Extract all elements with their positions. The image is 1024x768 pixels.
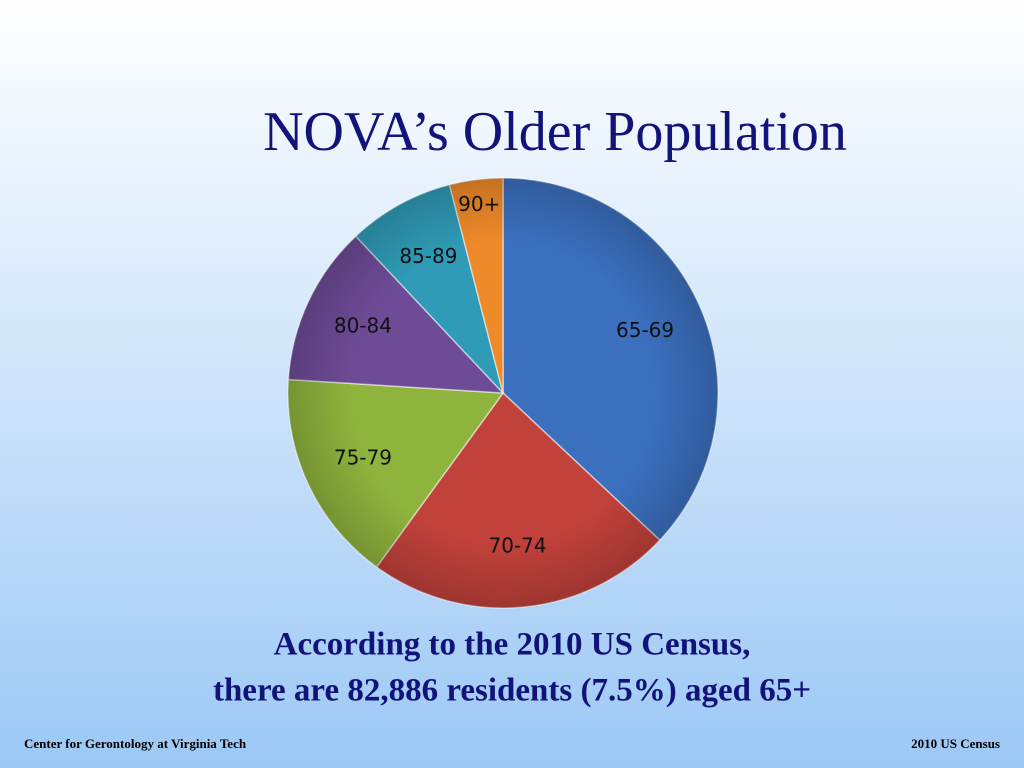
caption: there are 82,886 residents (7.5%) aged 6…: [213, 673, 811, 709]
slice-label: 70-74: [489, 534, 547, 558]
chart-title: NOVA’s Older Population: [263, 101, 847, 163]
footer-right: 2010 US Census: [911, 736, 1000, 751]
slice-label: 85-89: [399, 244, 457, 268]
slice-label: 80-84: [334, 314, 392, 338]
slice-label: 75-79: [334, 445, 392, 469]
pie: 65-69 70-74 75-79 80-84 85-89 90+: [287, 177, 719, 609]
footer-left: Center for Gerontology at Virginia Tech: [24, 736, 247, 751]
slice-label: 90+: [458, 192, 500, 216]
slice-label: 65-69: [616, 318, 674, 342]
caption: According to the 2010 US Census,: [274, 627, 751, 663]
